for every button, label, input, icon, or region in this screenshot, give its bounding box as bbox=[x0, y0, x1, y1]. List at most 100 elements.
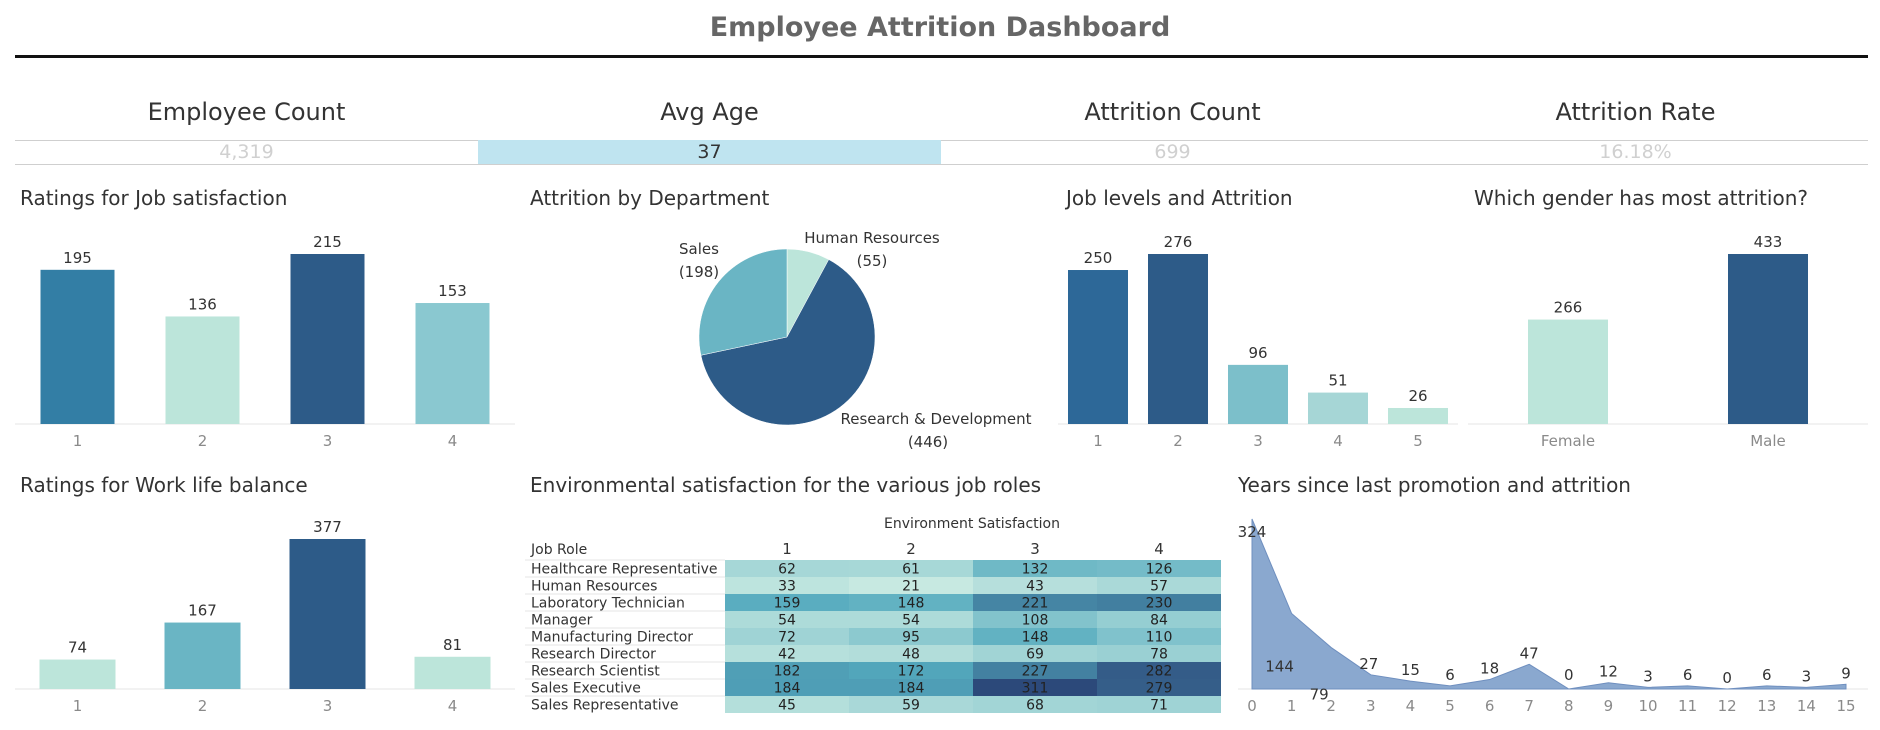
env-cell-value-8-2: 68 bbox=[1026, 698, 1044, 714]
work-life-balance-tick-label-3: 3 bbox=[323, 697, 333, 715]
gender-attrition-tick-label-Female: Female bbox=[1541, 432, 1595, 450]
env-cell-6-1 bbox=[849, 662, 973, 679]
work-life-balance-value-label-1: 74 bbox=[68, 639, 87, 657]
work-life-balance-tick-label-2: 2 bbox=[198, 697, 208, 715]
dashboard-title: Employee Attrition Dashboard bbox=[709, 12, 1171, 43]
department-slice-2 bbox=[698, 248, 788, 356]
job-levels-title: Job levels and Attrition bbox=[1066, 186, 1293, 210]
env-cell-0-2 bbox=[973, 560, 1097, 577]
promotion-value-label-15: 9 bbox=[1841, 664, 1851, 682]
promotion-tick-label-3: 3 bbox=[1366, 697, 1376, 715]
kpi-divider-top bbox=[15, 140, 1868, 141]
env-cell-5-1 bbox=[849, 645, 973, 662]
kpi-employee-count-label: Employee Count bbox=[147, 98, 346, 126]
department-label-0: Human Resources bbox=[804, 229, 940, 247]
env-cell-value-7-3: 279 bbox=[1146, 681, 1173, 697]
promotion-value-label-2: 79 bbox=[1310, 686, 1329, 704]
work-life-balance-tick-label-1: 1 bbox=[73, 697, 83, 715]
env-column-title: Environment Satisfaction bbox=[884, 516, 1060, 532]
promotion-tick-label-1: 1 bbox=[1287, 697, 1297, 715]
env-cell-4-3 bbox=[1097, 628, 1221, 645]
env-cell-3-1 bbox=[849, 611, 973, 628]
promotion-tick-label-10: 10 bbox=[1638, 697, 1657, 715]
promotion-value-label-3: 27 bbox=[1359, 655, 1378, 673]
env-row-label-0: Healthcare Representative bbox=[531, 562, 718, 578]
env-cell-8-0 bbox=[725, 696, 849, 713]
env-cell-value-1-0: 33 bbox=[778, 579, 796, 595]
env-cell-2-3 bbox=[1097, 594, 1221, 611]
job-levels-tick-label-3: 3 bbox=[1253, 432, 1263, 450]
job-satisfaction-bar-2 bbox=[165, 316, 240, 424]
gender-attrition-value-label-Male: 433 bbox=[1754, 233, 1783, 251]
work-life-balance-value-label-2: 167 bbox=[188, 602, 217, 620]
promotion-tick-label-14: 14 bbox=[1797, 697, 1816, 715]
work-life-title: Ratings for Work life balance bbox=[20, 473, 308, 497]
env-cell-value-2-3: 230 bbox=[1146, 596, 1173, 612]
job-satisfaction-bar-3 bbox=[290, 254, 365, 424]
env-cell-value-4-0: 72 bbox=[778, 630, 796, 646]
promotion-value-label-9: 12 bbox=[1599, 663, 1618, 681]
job-satisfaction-value-label-4: 153 bbox=[438, 282, 467, 300]
env-cell-value-7-0: 184 bbox=[774, 681, 801, 697]
env-cell-value-8-1: 59 bbox=[902, 698, 920, 714]
env-cell-1-1 bbox=[849, 577, 973, 594]
env-row-label-1: Human Resources bbox=[531, 579, 657, 595]
env-cell-value-2-1: 148 bbox=[898, 596, 925, 612]
env-cell-8-2 bbox=[973, 696, 1097, 713]
promotion-title: Years since last promotion and attrition bbox=[1238, 473, 1631, 497]
work-life-balance-bar-3 bbox=[289, 539, 366, 689]
env-cell-6-3 bbox=[1097, 662, 1221, 679]
env-cell-4-1 bbox=[849, 628, 973, 645]
job-levels-bar-4 bbox=[1308, 392, 1368, 424]
env-cell-1-3 bbox=[1097, 577, 1221, 594]
job-levels-value-label-4: 51 bbox=[1328, 372, 1347, 390]
promotion-tick-label-15: 15 bbox=[1836, 697, 1855, 715]
env-row-header: Job Role bbox=[530, 542, 587, 558]
env-cell-value-2-2: 221 bbox=[1022, 596, 1049, 612]
job-levels-bar-1 bbox=[1068, 270, 1128, 424]
env-cell-value-4-1: 95 bbox=[902, 630, 920, 646]
env-cell-2-0 bbox=[725, 594, 849, 611]
promotion-tick-label-7: 7 bbox=[1524, 697, 1534, 715]
env-cell-7-0 bbox=[725, 679, 849, 696]
work-life-balance-bar-1 bbox=[39, 659, 116, 689]
env-cell-6-2 bbox=[973, 662, 1097, 679]
env-cell-value-2-0: 159 bbox=[774, 596, 801, 612]
promotion-value-label-7: 47 bbox=[1520, 644, 1539, 662]
promotion-tick-label-0: 0 bbox=[1247, 697, 1257, 715]
env-row-label-8: Sales Representative bbox=[531, 698, 679, 714]
env-cell-5-2 bbox=[973, 645, 1097, 662]
env-cell-value-0-0: 62 bbox=[778, 562, 796, 578]
gender-attrition-value-label-Female: 266 bbox=[1554, 299, 1583, 317]
promotion-tick-label-11: 11 bbox=[1678, 697, 1697, 715]
env-cell-7-1 bbox=[849, 679, 973, 696]
env-cell-2-2 bbox=[973, 594, 1097, 611]
job-satisfaction-tick-label-2: 2 bbox=[198, 432, 208, 450]
department-value-2: (198) bbox=[679, 263, 719, 281]
job-levels-bar-2 bbox=[1148, 254, 1208, 424]
job-satisfaction-tick-label-1: 1 bbox=[73, 432, 83, 450]
env-cell-value-7-2: 311 bbox=[1022, 681, 1049, 697]
job-levels-tick-label-5: 5 bbox=[1413, 432, 1423, 450]
env-cell-value-5-3: 78 bbox=[1150, 647, 1168, 663]
env-cell-0-0 bbox=[725, 560, 849, 577]
env-row-label-4: Manufacturing Director bbox=[531, 630, 693, 646]
gender-attrition-bar-Female bbox=[1528, 319, 1608, 424]
job-levels-tick-label-2: 2 bbox=[1173, 432, 1183, 450]
env-cell-1-0 bbox=[725, 577, 849, 594]
job-levels-bar-3 bbox=[1228, 364, 1288, 424]
env-cell-1-2 bbox=[973, 577, 1097, 594]
job-levels-value-label-1: 250 bbox=[1084, 249, 1113, 267]
promotion-tick-label-6: 6 bbox=[1485, 697, 1495, 715]
env-cell-value-3-0: 54 bbox=[778, 613, 796, 629]
env-cell-3-2 bbox=[973, 611, 1097, 628]
env-column-header-4: 4 bbox=[1154, 540, 1164, 558]
env-cell-value-1-1: 21 bbox=[902, 579, 920, 595]
work-life-balance-bar-4 bbox=[414, 656, 491, 689]
job-satisfaction-bar-1 bbox=[40, 269, 115, 424]
department-label-2: Sales bbox=[679, 240, 719, 258]
promotion-value-label-8: 0 bbox=[1564, 666, 1574, 684]
env-cell-0-1 bbox=[849, 560, 973, 577]
promotion-value-label-1: 144 bbox=[1265, 657, 1294, 675]
